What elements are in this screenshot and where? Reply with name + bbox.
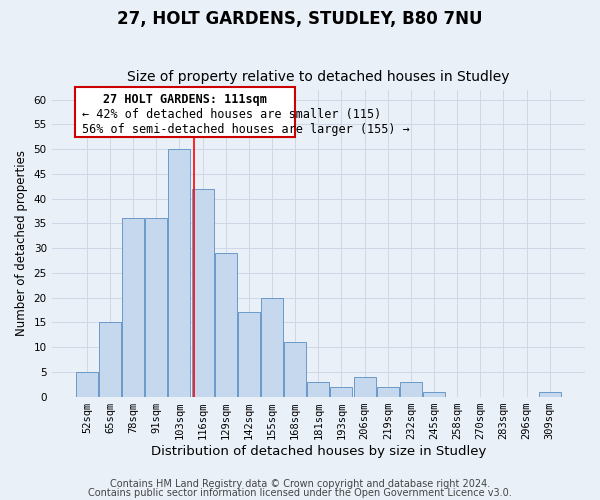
Bar <box>423 392 445 396</box>
Bar <box>377 386 399 396</box>
Bar <box>238 312 260 396</box>
Title: Size of property relative to detached houses in Studley: Size of property relative to detached ho… <box>127 70 509 85</box>
Bar <box>215 253 237 396</box>
Text: 27, HOLT GARDENS, STUDLEY, B80 7NU: 27, HOLT GARDENS, STUDLEY, B80 7NU <box>117 10 483 28</box>
Text: ← 42% of detached houses are smaller (115): ← 42% of detached houses are smaller (11… <box>82 108 382 121</box>
Bar <box>76 372 98 396</box>
Text: 56% of semi-detached houses are larger (155) →: 56% of semi-detached houses are larger (… <box>82 123 410 136</box>
Bar <box>284 342 306 396</box>
Y-axis label: Number of detached properties: Number of detached properties <box>15 150 28 336</box>
Bar <box>353 377 376 396</box>
X-axis label: Distribution of detached houses by size in Studley: Distribution of detached houses by size … <box>151 444 486 458</box>
Bar <box>191 189 214 396</box>
Bar <box>169 149 190 396</box>
Bar <box>122 218 144 396</box>
FancyBboxPatch shape <box>76 88 295 137</box>
Text: 27 HOLT GARDENS: 111sqm: 27 HOLT GARDENS: 111sqm <box>103 94 267 106</box>
Bar <box>539 392 561 396</box>
Bar <box>331 386 352 396</box>
Bar <box>145 218 167 396</box>
Bar <box>99 322 121 396</box>
Bar <box>261 298 283 396</box>
Text: Contains HM Land Registry data © Crown copyright and database right 2024.: Contains HM Land Registry data © Crown c… <box>110 479 490 489</box>
Bar <box>400 382 422 396</box>
Bar <box>307 382 329 396</box>
Text: Contains public sector information licensed under the Open Government Licence v3: Contains public sector information licen… <box>88 488 512 498</box>
